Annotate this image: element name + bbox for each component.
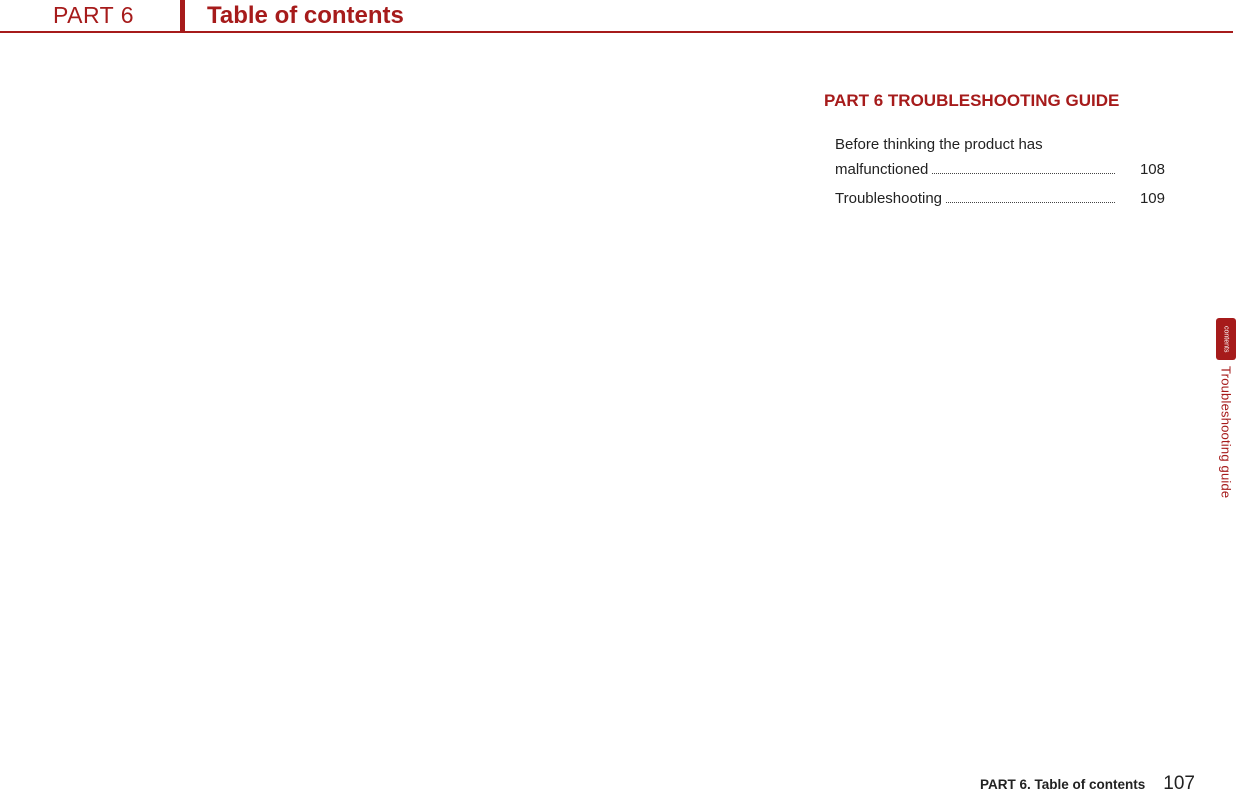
toc-entry-text: Before thinking the product has: [835, 132, 1165, 157]
page-footer: PART 6. Table of contents 107: [980, 773, 1195, 795]
section-heading: PART 6 TROUBLESHOOTING GUIDE: [824, 91, 1119, 111]
header-rule: [0, 31, 1233, 33]
page-title: Table of contents: [180, 0, 404, 31]
toc-entry-text: malfunctioned: [835, 157, 928, 182]
toc-entry[interactable]: Before thinking the product has malfunct…: [835, 132, 1165, 182]
toc-leader-dots: [946, 202, 1115, 203]
part-label: PART 6: [53, 0, 134, 31]
footer-page-number: 107: [1163, 773, 1195, 795]
footer-title: PART 6. Table of contents: [980, 777, 1145, 792]
toc-entry-page: 108: [1131, 157, 1165, 182]
side-tab-badge[interactable]: contents: [1216, 318, 1236, 360]
toc-entry[interactable]: Troubleshooting 109: [835, 186, 1165, 211]
page-header: PART 6 Table of contents: [0, 0, 1240, 34]
toc-list: Before thinking the product has malfunct…: [835, 132, 1165, 215]
side-tab: contents Troubleshooting guide: [1216, 318, 1236, 498]
toc-entry-page: 109: [1131, 186, 1165, 211]
side-tab-label: Troubleshooting guide: [1219, 366, 1234, 498]
toc-entry-text: Troubleshooting: [835, 186, 942, 211]
toc-leader-dots: [932, 173, 1115, 174]
